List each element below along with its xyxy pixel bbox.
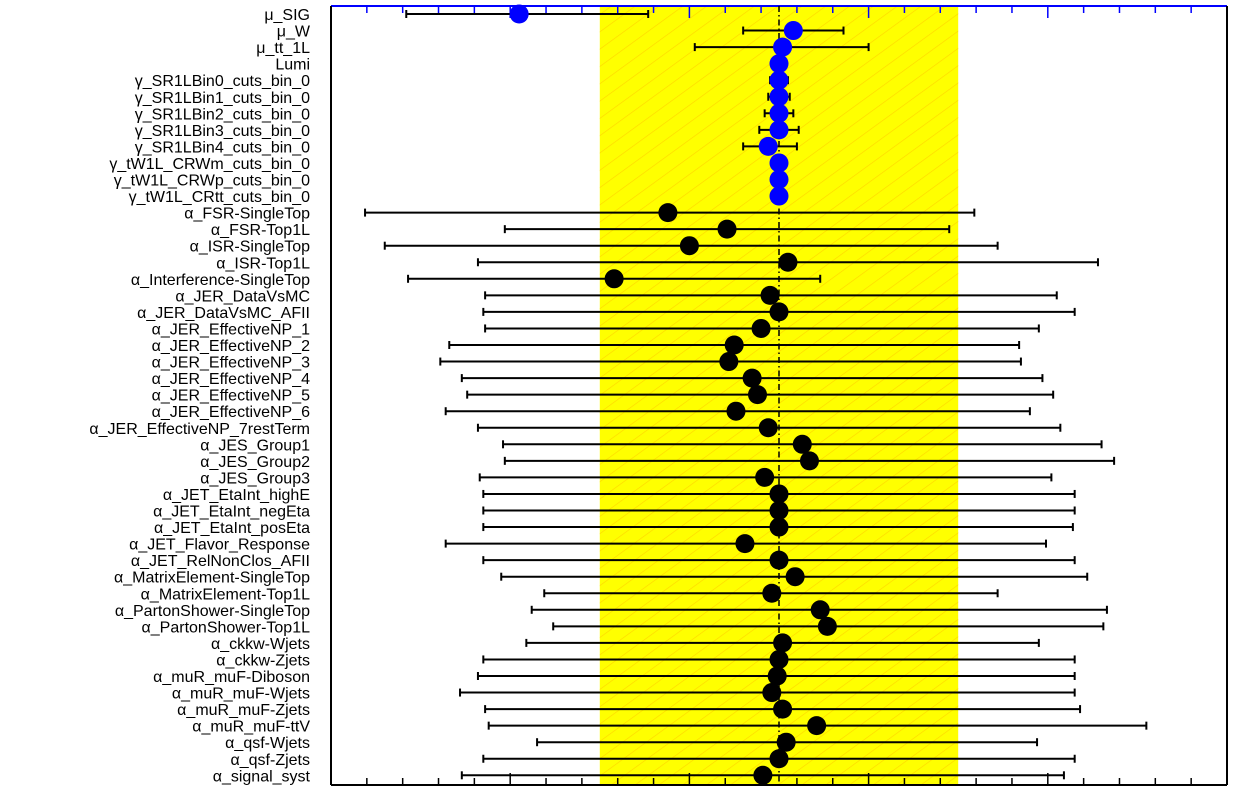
fit-point	[769, 70, 789, 90]
fit-point	[769, 749, 789, 769]
parameter-label: α_muR_muF-ttV	[192, 719, 310, 736]
fit-point	[769, 501, 789, 520]
parameter-label: γ_SR1LBin4_cuts_bin_0	[135, 139, 310, 156]
parameter-label: μ_W	[277, 24, 311, 41]
parameter-label: α_JET_Flavor_Response	[129, 537, 310, 554]
fit-point	[773, 633, 793, 653]
fit-point	[769, 87, 789, 107]
parameter-label: α_JET_EtaInt_negEta	[153, 504, 310, 521]
parameter-label: α_JER_EffectiveNP_7restTerm	[89, 421, 310, 438]
fit-point	[792, 434, 812, 454]
parameter-label: α_JES_Group3	[200, 470, 310, 487]
parameter-label: α_JER_EffectiveNP_6	[152, 404, 310, 421]
fit-point	[807, 716, 827, 736]
parameter-label: α_muR_muF-Diboson	[153, 669, 310, 686]
parameter-label: α_JET_EtaInt_highE	[163, 487, 310, 504]
parameter-label: α_muR_muF-Zjets	[177, 702, 310, 719]
fit-point	[758, 418, 778, 438]
fit-point	[762, 583, 782, 603]
parameter-label: α_JER_DataVsMC_AFII	[137, 305, 310, 322]
fit-point	[769, 517, 789, 537]
fit-point	[785, 567, 805, 587]
fit-point	[509, 4, 529, 24]
parameter-label: α_ckkw-Wjets	[211, 636, 310, 653]
fit-point	[753, 765, 773, 785]
fit-point	[769, 649, 789, 669]
parameter-label: α_PartonShower-Top1L	[142, 619, 311, 636]
fit-point	[769, 302, 789, 322]
parameter-label: α_JER_EffectiveNP_1	[152, 321, 310, 338]
fit-point	[679, 236, 699, 256]
parameter-label: α_JER_DataVsMC	[175, 288, 310, 305]
fit-point	[776, 732, 796, 752]
fit-point	[778, 252, 798, 272]
fit-point	[762, 683, 782, 703]
parameter-label: μ_SIG	[264, 7, 310, 24]
fit-point	[758, 136, 778, 156]
parameter-label: α_JER_EffectiveNP_4	[152, 371, 310, 388]
fit-point	[769, 170, 789, 189]
fit-point	[604, 269, 624, 289]
fit-point	[726, 401, 746, 421]
parameter-label: α_signal_syst	[213, 768, 311, 785]
parameter-labels: μ_SIGμ_Wμ_tt_1LLumiγ_SR1LBin0_cuts_bin_0…	[89, 7, 310, 785]
parameter-label: α_MatrixElement-Top1L	[141, 586, 310, 603]
parameter-label: α_ckkw-Zjets	[216, 652, 310, 669]
fit-point	[724, 335, 744, 355]
fit-point	[742, 368, 762, 388]
fit-point	[769, 484, 789, 504]
fit-point	[799, 451, 819, 471]
fit-point	[783, 21, 803, 41]
fit-point	[769, 103, 789, 123]
parameter-label: α_ISR-Top1L	[216, 255, 310, 272]
fit-point	[755, 467, 775, 487]
parameter-label: α_Interference-SingleTop	[131, 272, 310, 289]
fit-point	[810, 600, 830, 620]
parameter-label: α_FSR-SingleTop	[184, 206, 310, 223]
parameter-label: γ_tW1L_CRWm_cuts_bin_0	[109, 156, 310, 173]
fit-point	[769, 186, 789, 206]
parameter-label: Lumi	[275, 57, 310, 74]
parameter-label: α_JES_Group1	[200, 437, 310, 454]
parameter-label: α_muR_muF-Wjets	[172, 686, 310, 703]
fit-point	[719, 352, 739, 372]
parameter-label: α_JET_EtaInt_posEta	[154, 520, 310, 537]
fit-point	[751, 318, 771, 338]
fit-point	[767, 666, 787, 686]
parameter-label: γ_SR1LBin2_cuts_bin_0	[135, 106, 310, 123]
fit-point	[735, 534, 755, 554]
parameter-label: α_qsf-Zjets	[231, 752, 311, 769]
fit-point	[773, 699, 793, 719]
fit-point	[760, 285, 780, 305]
parameter-label: α_JET_RelNonClos_AFII	[131, 553, 310, 570]
fit-point	[769, 153, 789, 173]
parameter-label: α_qsf-Wjets	[225, 735, 310, 752]
fit-point	[717, 219, 737, 239]
parameter-label: α_JES_Group2	[200, 454, 310, 471]
parameter-label: α_JER_EffectiveNP_3	[152, 355, 310, 372]
parameter-label: γ_SR1LBin3_cuts_bin_0	[135, 123, 310, 140]
parameter-label: γ_tW1L_CRWp_cuts_bin_0	[114, 173, 310, 190]
parameter-label: α_MatrixElement-SingleTop	[114, 570, 310, 587]
parameter-label: γ_SR1LBin1_cuts_bin_0	[135, 90, 310, 107]
fit-point	[658, 203, 678, 223]
parameter-label: α_JER_EffectiveNP_2	[152, 338, 310, 355]
parameter-label: μ_tt_1L	[256, 40, 310, 57]
parameter-label: α_PartonShower-SingleTop	[115, 603, 310, 620]
parameter-label: γ_SR1LBin0_cuts_bin_0	[135, 73, 310, 90]
fit-point	[769, 550, 789, 570]
fit-point	[769, 54, 789, 74]
parameter-label: α_JER_EffectiveNP_5	[152, 388, 310, 405]
parameter-label: α_FSR-Top1L	[211, 222, 310, 239]
fit-point	[817, 616, 837, 636]
fit-points	[509, 4, 837, 785]
fit-point	[769, 120, 789, 140]
fit-point	[773, 37, 793, 57]
parameter-label: γ_tW1L_CRtt_cuts_bin_0	[129, 189, 311, 206]
fit-point	[747, 385, 767, 405]
parameter-label: α_ISR-SingleTop	[190, 239, 311, 256]
